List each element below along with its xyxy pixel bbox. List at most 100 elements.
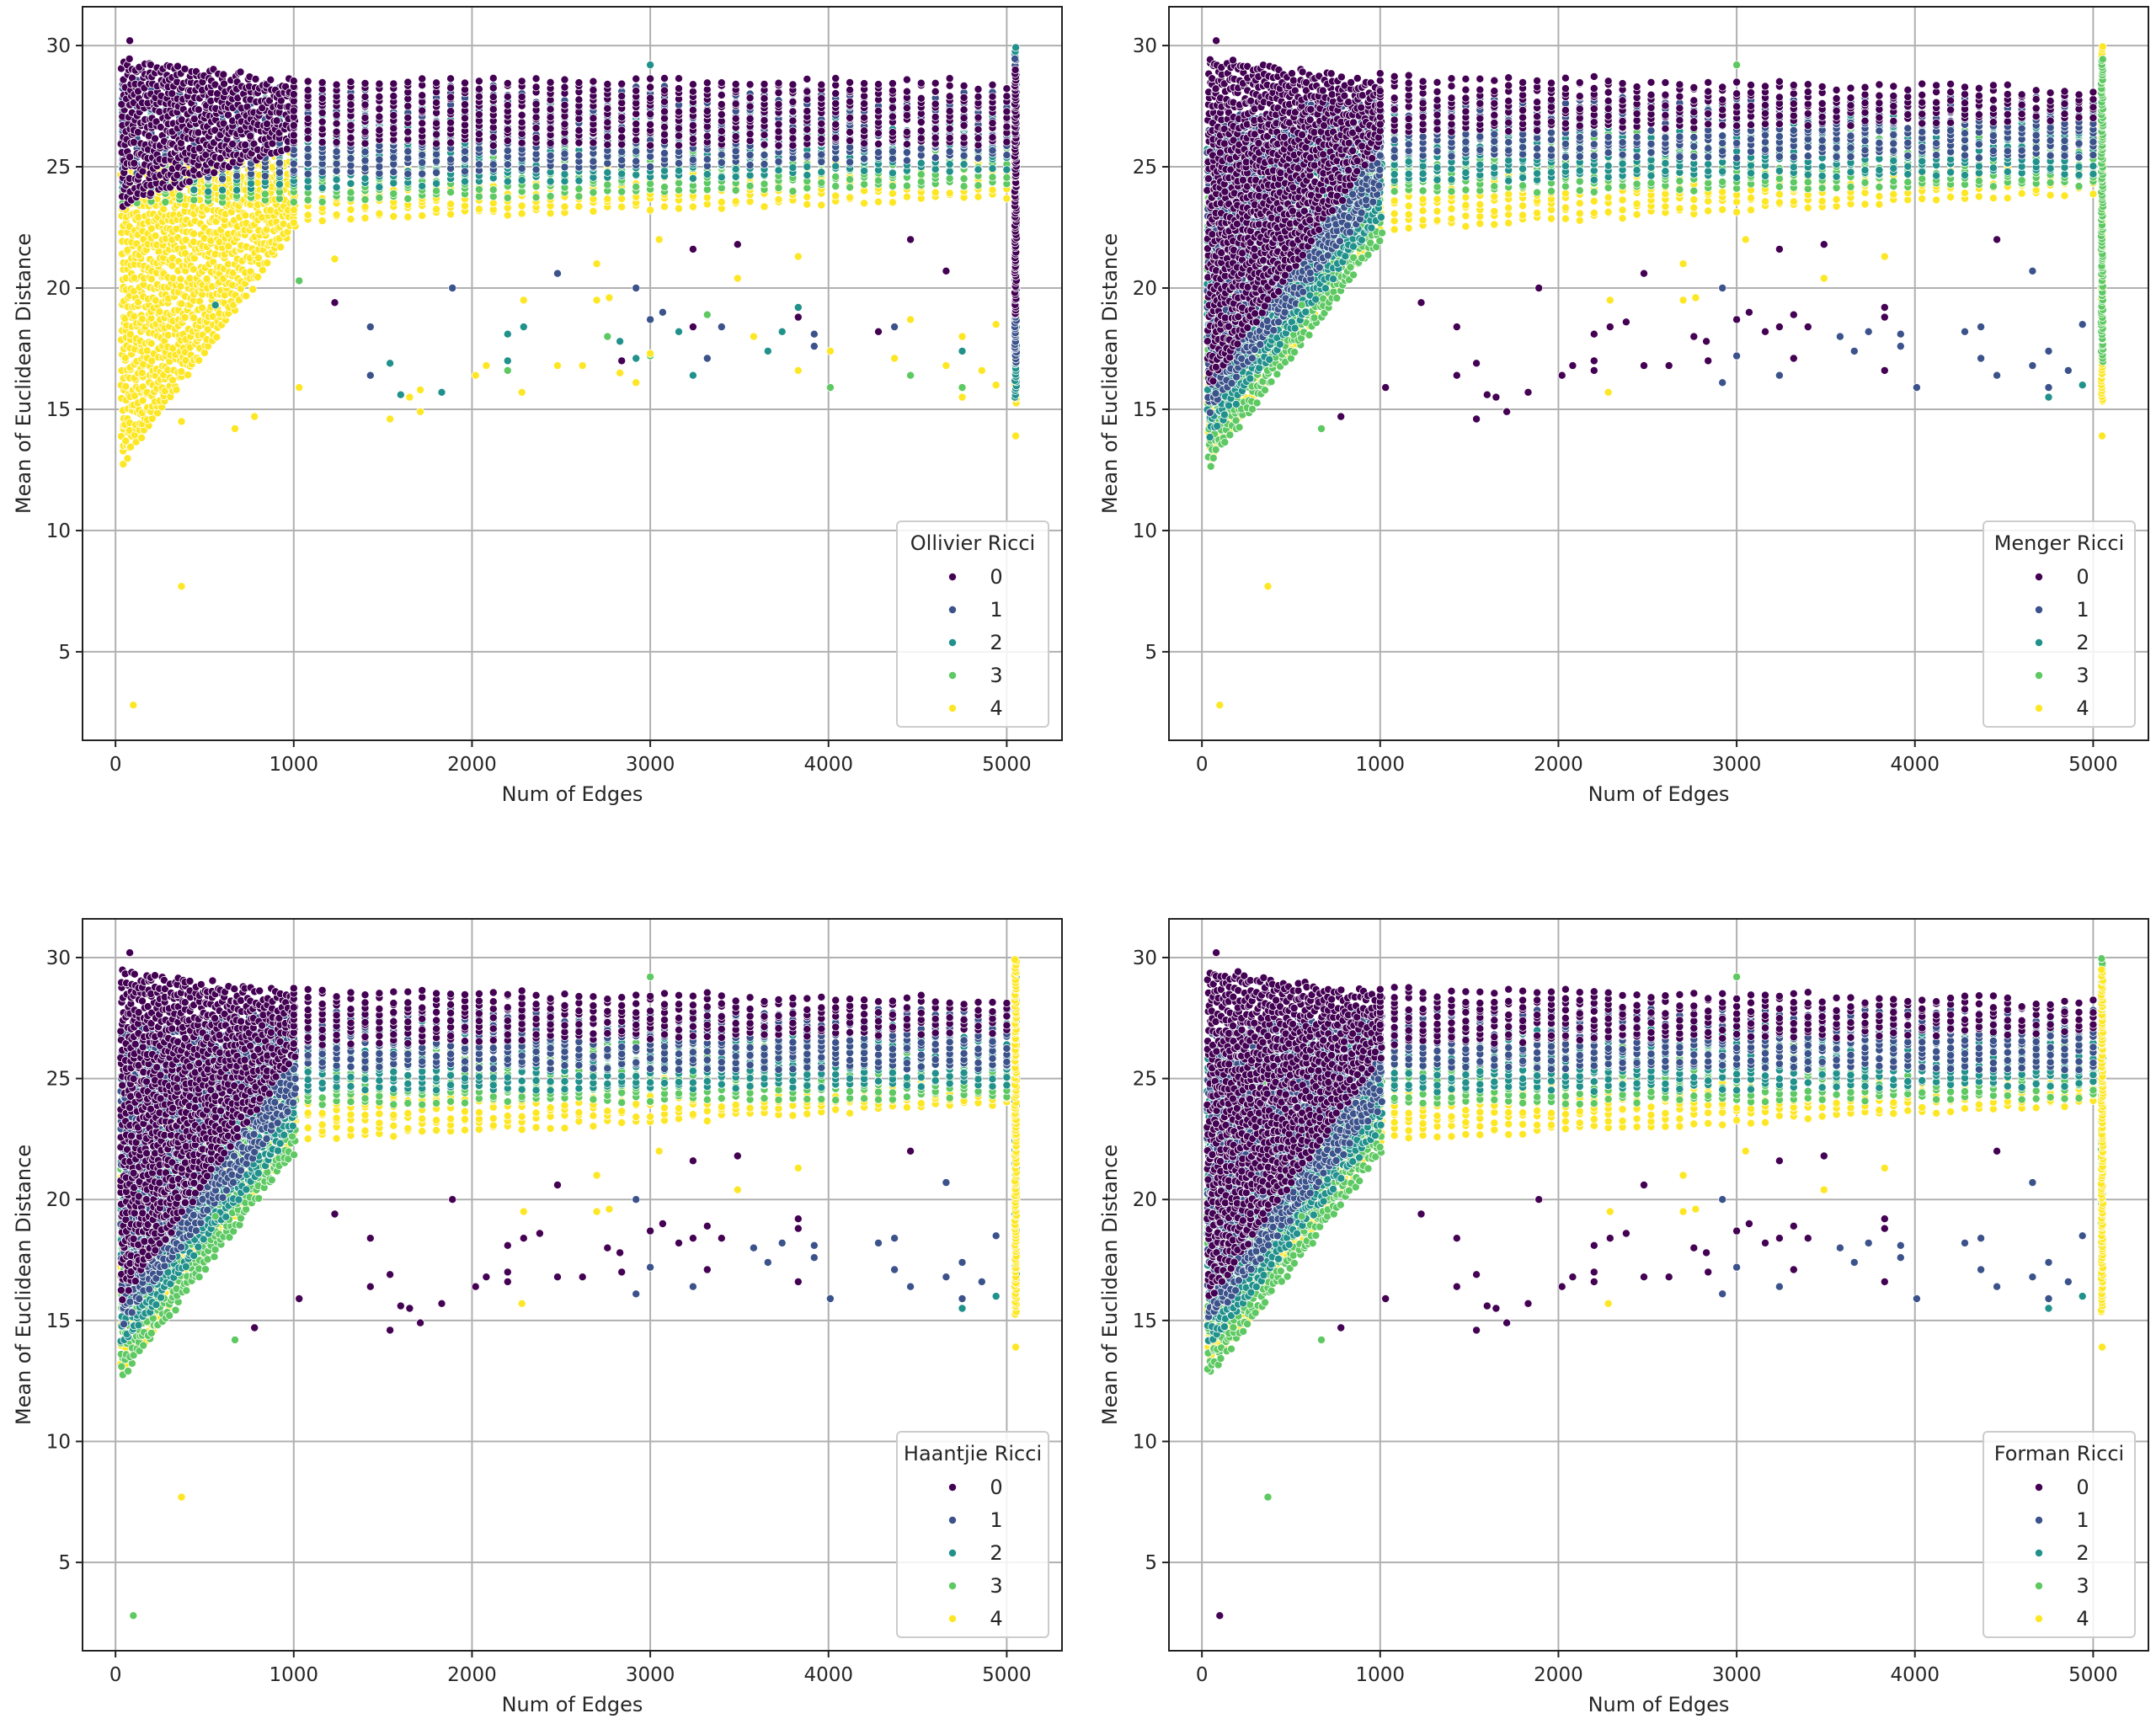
- scatter-point: [366, 371, 375, 380]
- scatter-point: [474, 160, 483, 169]
- scatter-point: [831, 154, 841, 163]
- scatter-point: [121, 382, 131, 391]
- scatter-point: [461, 100, 470, 109]
- scatter-point: [1011, 65, 1020, 74]
- scatter-point: [120, 353, 130, 362]
- scatter-point: [303, 211, 312, 220]
- scatter-point: [617, 113, 627, 122]
- scatter-point: [931, 153, 940, 163]
- scatter-point: [603, 132, 612, 141]
- scatter-point: [488, 73, 498, 83]
- scatter-point: [774, 78, 783, 88]
- scatter-point: [760, 179, 769, 189]
- scatter-point: [574, 151, 584, 160]
- scatter-point: [646, 93, 655, 103]
- scatter-point: [1002, 137, 1011, 147]
- scatter-point: [774, 195, 783, 204]
- scatter-point: [360, 92, 370, 101]
- scatter-point: [675, 166, 684, 175]
- scatter-point: [675, 141, 684, 150]
- scatter-point: [959, 160, 969, 169]
- scatter-point: [418, 119, 427, 128]
- scatter-point: [546, 191, 555, 200]
- scatter-point: [774, 184, 783, 193]
- scatter-point: [988, 92, 997, 101]
- scatter-point: [461, 154, 470, 163]
- scatter-point: [177, 115, 186, 125]
- scatter-point: [660, 166, 670, 175]
- scatter-point: [603, 80, 612, 89]
- scatter-point: [846, 85, 855, 94]
- scatter-point: [603, 118, 612, 127]
- scatter-point: [129, 137, 138, 147]
- scatter-point: [560, 137, 569, 147]
- scatter-point: [803, 162, 812, 171]
- scatter-point: [888, 189, 897, 198]
- scatter-point: [195, 144, 204, 153]
- scatter-point: [846, 113, 855, 122]
- scatter-point: [831, 89, 841, 99]
- scatter-point: [959, 182, 969, 191]
- scatter-point: [589, 86, 598, 95]
- scatter-point: [389, 79, 398, 88]
- scatter-point: [916, 117, 926, 126]
- scatter-point: [675, 185, 684, 195]
- scatter-point: [318, 197, 327, 206]
- scatter-point: [531, 83, 541, 92]
- scatter-point: [147, 339, 156, 348]
- scatter-point: [831, 99, 841, 109]
- scatter-point: [817, 93, 826, 103]
- scatter-point: [617, 202, 627, 211]
- scatter-point: [195, 355, 204, 365]
- scatter-point: [517, 209, 526, 218]
- scatter-point: [389, 211, 398, 221]
- scatter-point: [488, 93, 498, 102]
- scatter-point: [560, 163, 569, 172]
- scatter-point: [332, 183, 341, 192]
- scatter-point: [346, 188, 355, 197]
- scatter-point: [147, 275, 156, 284]
- scatter-point: [360, 202, 370, 211]
- scatter-point: [248, 285, 258, 294]
- scatter-point: [603, 140, 612, 149]
- scatter-point: [974, 125, 983, 134]
- scatter-point: [360, 79, 370, 88]
- scatter-point: [330, 298, 339, 307]
- scatter-point: [260, 171, 270, 180]
- scatter-point: [389, 110, 398, 120]
- scatter-point: [745, 160, 755, 169]
- scatter-point: [130, 273, 139, 282]
- scatter-point: [303, 134, 312, 143]
- scatter-point: [546, 124, 555, 133]
- scatter-point: [902, 127, 911, 136]
- scatter-point: [774, 120, 783, 129]
- scatter-point: [589, 157, 598, 166]
- scatter-point: [974, 165, 983, 174]
- scatter-point: [974, 92, 983, 101]
- scatter-point: [276, 243, 286, 252]
- scatter-point: [531, 133, 541, 142]
- scatter-point: [788, 80, 798, 89]
- scatter-point: [432, 78, 441, 88]
- scatter-point: [731, 80, 740, 89]
- scatter-point: [988, 133, 997, 142]
- scatter-point: [474, 109, 483, 119]
- scatter-point: [211, 301, 220, 310]
- scatter-point: [360, 100, 370, 109]
- scatter-point: [874, 106, 883, 115]
- scatter-point: [888, 147, 897, 156]
- scatter-point: [177, 582, 186, 591]
- scatter-point: [760, 131, 769, 140]
- scatter-point: [346, 205, 355, 214]
- scatter-point: [173, 61, 182, 71]
- scatter-point: [717, 157, 726, 167]
- scatter-point: [902, 181, 911, 190]
- scatter-point: [531, 74, 541, 83]
- scatter-point: [332, 137, 341, 147]
- scatter-point: [888, 168, 897, 178]
- scatter-point: [418, 157, 427, 167]
- scatter-point: [688, 120, 697, 130]
- scatter-point: [360, 147, 370, 157]
- scatter-point: [988, 80, 997, 89]
